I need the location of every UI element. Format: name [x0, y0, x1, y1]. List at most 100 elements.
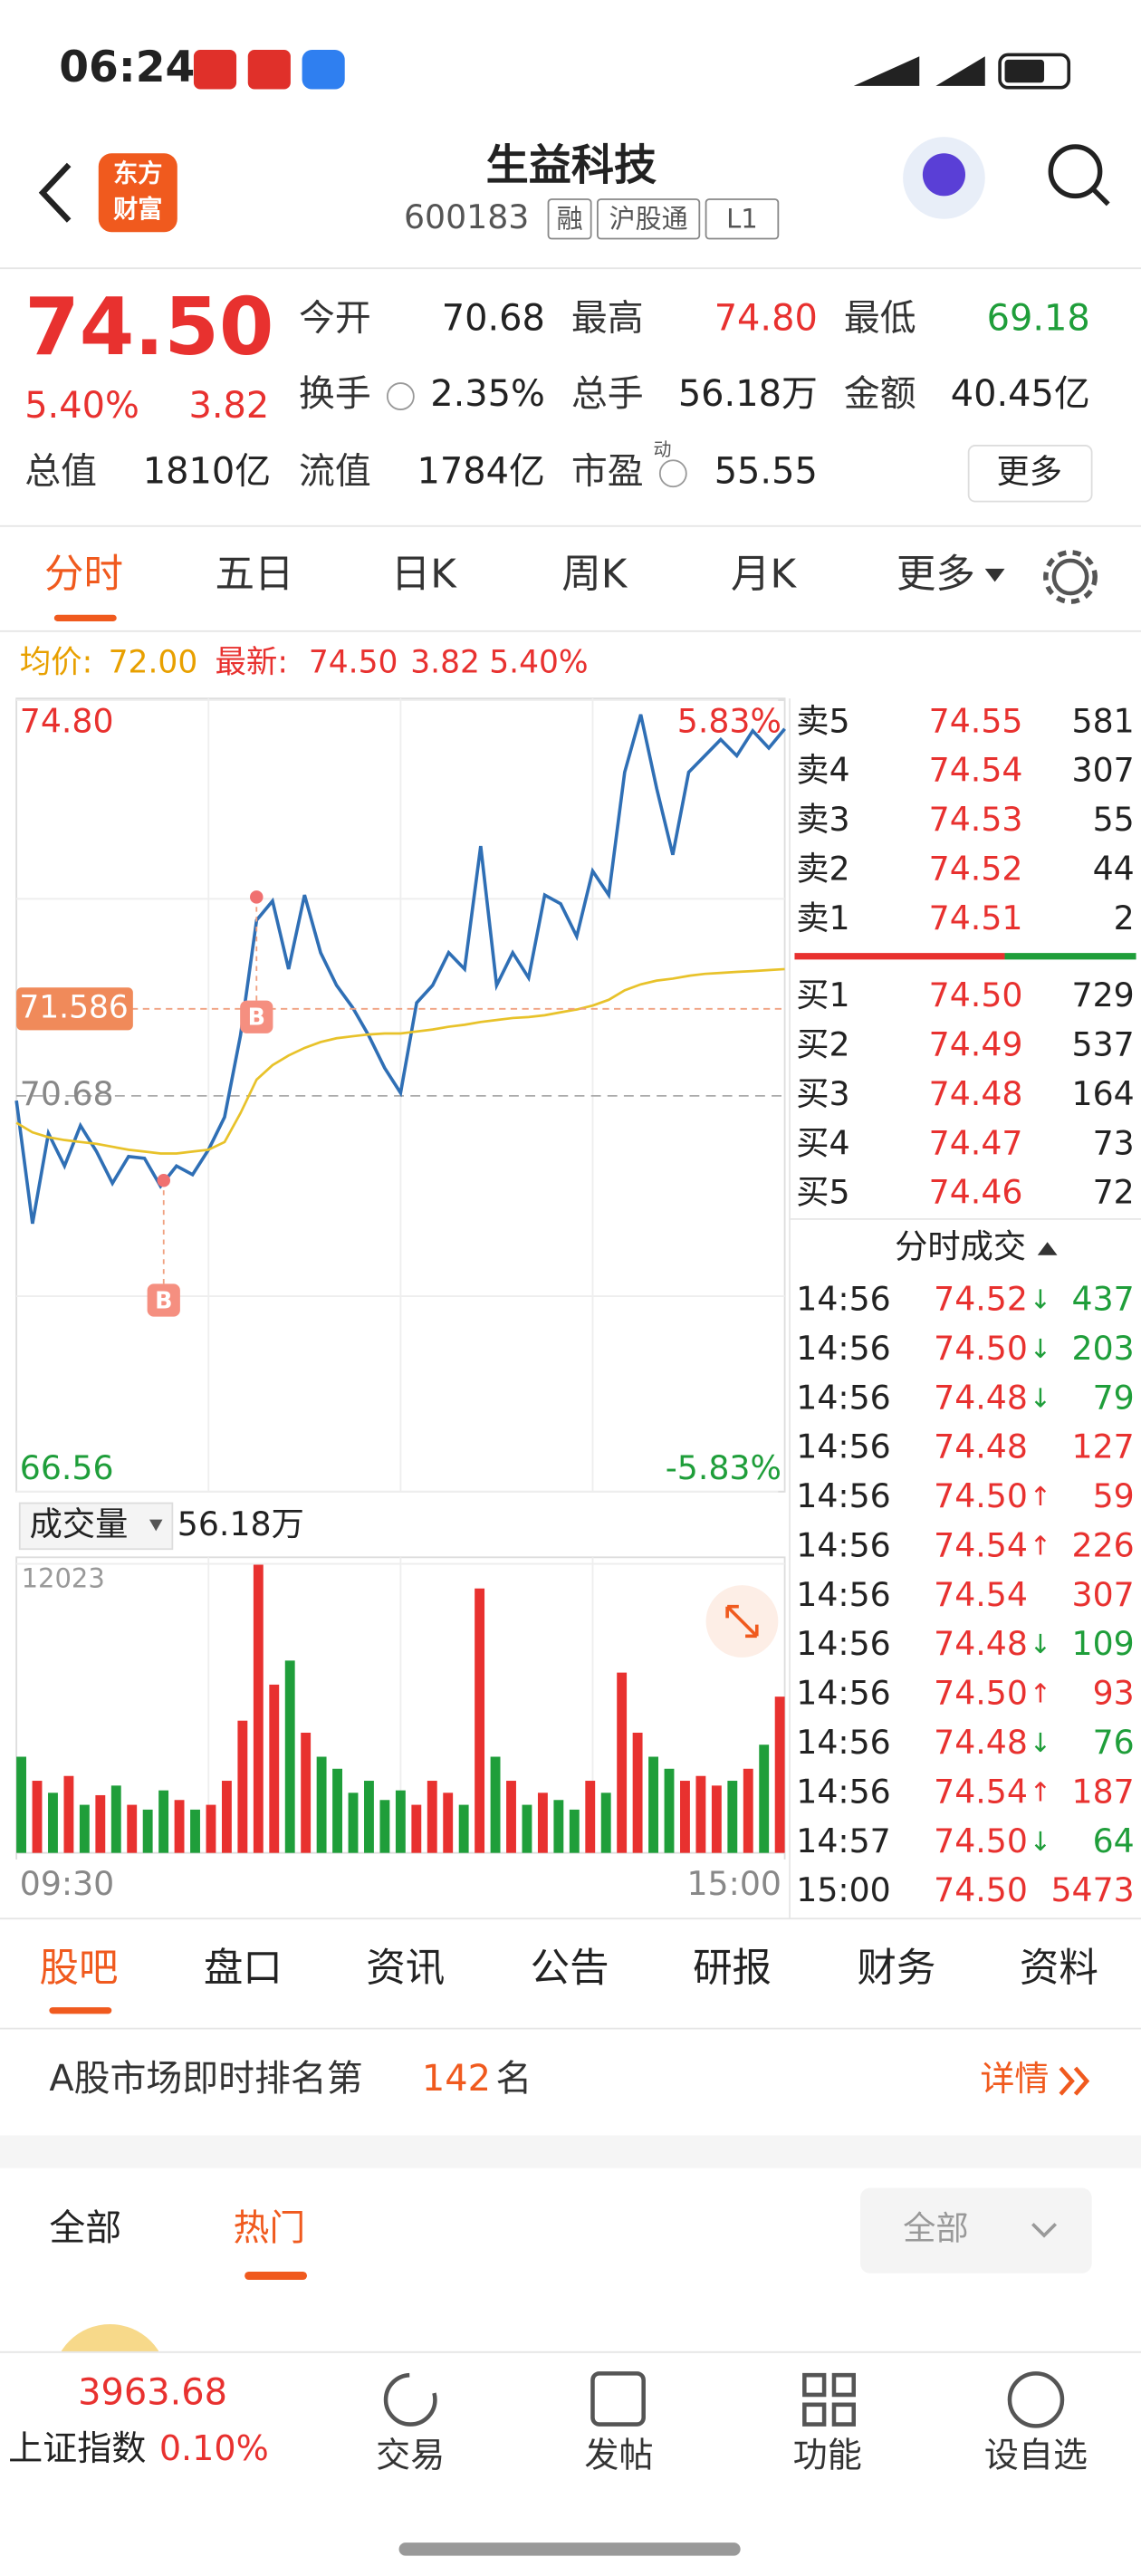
section-tab[interactable]: 公告	[531, 1946, 609, 1992]
trade-volume: 127	[1072, 1427, 1135, 1466]
legend-text: 5.40%	[489, 645, 588, 681]
volume-bar	[617, 1672, 628, 1853]
volume-bar	[458, 1804, 469, 1853]
trade-time: 14:56	[796, 1575, 890, 1614]
more-button[interactable]	[967, 445, 1093, 503]
trade-marker	[157, 1173, 171, 1187]
section-tab[interactable]: 盘口	[204, 1946, 283, 1992]
trade-time: 14:56	[796, 1329, 890, 1368]
indicator-selector[interactable]	[18, 1502, 174, 1551]
period-tab[interactable]: 分时	[44, 552, 123, 597]
assistant-face	[922, 153, 966, 197]
field-label: 市盈	[571, 450, 644, 492]
volume-bar	[490, 1756, 501, 1853]
battery-level	[1004, 59, 1045, 83]
volume-bar	[648, 1756, 658, 1853]
book-label: 卖1	[796, 899, 849, 937]
indicator-total: 56.18万	[177, 1504, 304, 1543]
filter-tab[interactable]: 热门	[233, 2207, 305, 2249]
dropdown-arrow	[984, 568, 1005, 582]
marker-label: B	[155, 1286, 172, 1313]
volume-bar	[774, 1697, 785, 1853]
volume-bar	[695, 1775, 706, 1853]
volume-bar	[206, 1804, 216, 1853]
change: 3.82	[188, 385, 269, 427]
dropdown[interactable]	[859, 2187, 1092, 2273]
volume-bar	[537, 1793, 548, 1853]
book-label: 买3	[796, 1074, 849, 1113]
crosshair-label: 71.586	[19, 989, 129, 1025]
trades-title[interactable]: 分时成交	[895, 1226, 1026, 1265]
period-tab[interactable]: 更多	[896, 552, 975, 597]
section-tab[interactable]: 财务	[857, 1946, 935, 1992]
more-text[interactable]: 更多	[996, 452, 1062, 491]
battery	[998, 53, 1071, 90]
trade-direction: ↓	[1030, 1826, 1051, 1857]
period-tab[interactable]: 五日	[216, 552, 294, 597]
book-volume: 164	[1072, 1074, 1135, 1113]
sort-arrow	[1037, 1242, 1058, 1255]
book-volume: 55	[1093, 800, 1135, 839]
rank-text: A股市场即时排名第	[49, 2058, 362, 2100]
book-price: 74.54	[929, 751, 1023, 790]
section-tab[interactable]: 研报	[693, 1946, 772, 1992]
book-label: 卖5	[796, 701, 849, 740]
volume-bar	[506, 1781, 516, 1853]
filter-tab[interactable]: 全部	[49, 2207, 121, 2249]
volume-bar	[427, 1781, 437, 1853]
field-value: 55.55	[714, 450, 818, 492]
nav-label[interactable]: 交易	[376, 2435, 445, 2475]
section-gap	[0, 2135, 1141, 2168]
settings-gear	[1043, 550, 1098, 604]
field-label: 总手	[571, 373, 644, 415]
trade-direction: ↑	[1030, 1530, 1051, 1561]
book-label: 买1	[796, 976, 849, 1014]
period-tab[interactable]: 日K	[391, 552, 457, 597]
settings-button[interactable]	[1051, 558, 1089, 596]
back-button[interactable]	[38, 162, 72, 223]
section-tab[interactable]: 资料	[1020, 1946, 1098, 1992]
volume-bar	[727, 1781, 738, 1853]
trade-price: 74.48	[934, 1427, 1028, 1466]
details-link[interactable]: 详情	[980, 2059, 1049, 2099]
signal	[853, 56, 985, 86]
trade-time: 14:56	[796, 1476, 890, 1515]
nav-label[interactable]: 设自选	[984, 2435, 1088, 2475]
trade-price: 74.50	[934, 1674, 1028, 1713]
volume-bar	[16, 1756, 27, 1853]
section-tab[interactable]: 股吧	[40, 1946, 119, 1992]
info-icon	[386, 382, 415, 410]
volume-bar	[284, 1660, 295, 1853]
book-volume: 73	[1093, 1123, 1135, 1162]
search-button[interactable]	[1048, 144, 1103, 199]
indicator-name[interactable]: 成交量	[30, 1504, 129, 1543]
logo[interactable]	[98, 153, 177, 233]
volume-bar	[522, 1804, 532, 1853]
period-tab[interactable]: 周K	[561, 552, 628, 597]
nav-label[interactable]: 功能	[793, 2435, 862, 2475]
book-label: 买2	[796, 1024, 849, 1063]
period-tab[interactable]: 月K	[731, 552, 797, 597]
dropdown-text[interactable]: 全部	[903, 2209, 969, 2248]
app-icon	[247, 50, 291, 90]
section-tab[interactable]: 资讯	[366, 1946, 445, 1992]
search-handle	[1091, 187, 1110, 207]
trade-price: 74.48	[934, 1378, 1028, 1417]
field-value: 74.80	[714, 298, 818, 340]
y-tick-label: 74.80	[20, 701, 114, 740]
book-price: 74.53	[929, 800, 1023, 839]
logo-text: 财富	[113, 195, 162, 224]
x-tick-label: 09:30	[20, 1864, 114, 1903]
info-icon	[658, 459, 687, 488]
tag-box	[705, 198, 780, 240]
volume-bar	[237, 1720, 248, 1853]
volume-bar	[32, 1781, 43, 1853]
nav-label[interactable]: 发帖	[584, 2435, 653, 2475]
volume-bar	[48, 1793, 58, 1853]
index-name: 上证指数	[8, 2428, 146, 2468]
book-price: 74.50	[929, 976, 1023, 1014]
volume-bar	[475, 1588, 485, 1853]
trade-price: 74.50	[934, 1329, 1028, 1368]
book-volume: 307	[1072, 751, 1135, 790]
field-label: 流值	[299, 450, 371, 492]
